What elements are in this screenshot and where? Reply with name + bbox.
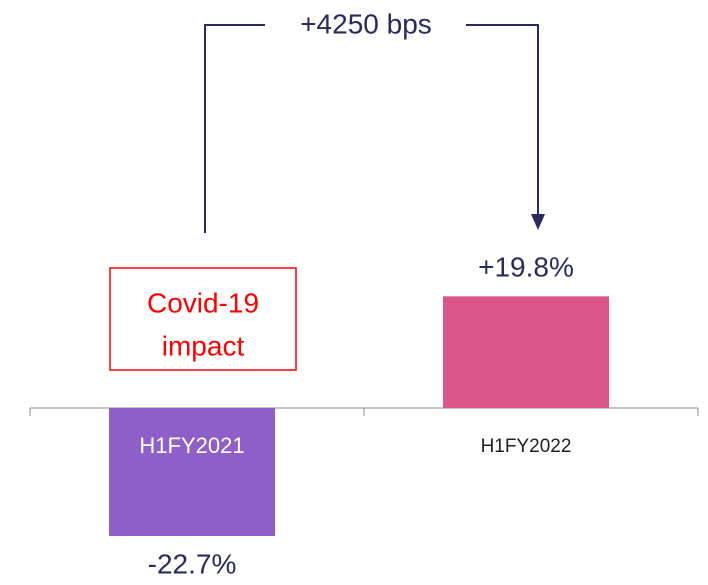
box-text: impact [162,330,245,361]
x-tick-label: H1FY2021 [139,433,244,458]
bar [109,408,275,537]
bracket-arrow [204,24,539,233]
bar [443,296,609,408]
covid-box [109,267,297,371]
arrow-head [531,214,545,230]
x-tick-label: H1FY2022 [481,436,572,457]
box-text: Covid-19 [147,287,259,318]
annotation: +4250 bps [300,8,432,39]
bracket-right [466,24,539,216]
value-label: -22.7% [148,548,237,579]
value-label: +19.8% [478,252,574,283]
bracket-left [204,24,265,233]
